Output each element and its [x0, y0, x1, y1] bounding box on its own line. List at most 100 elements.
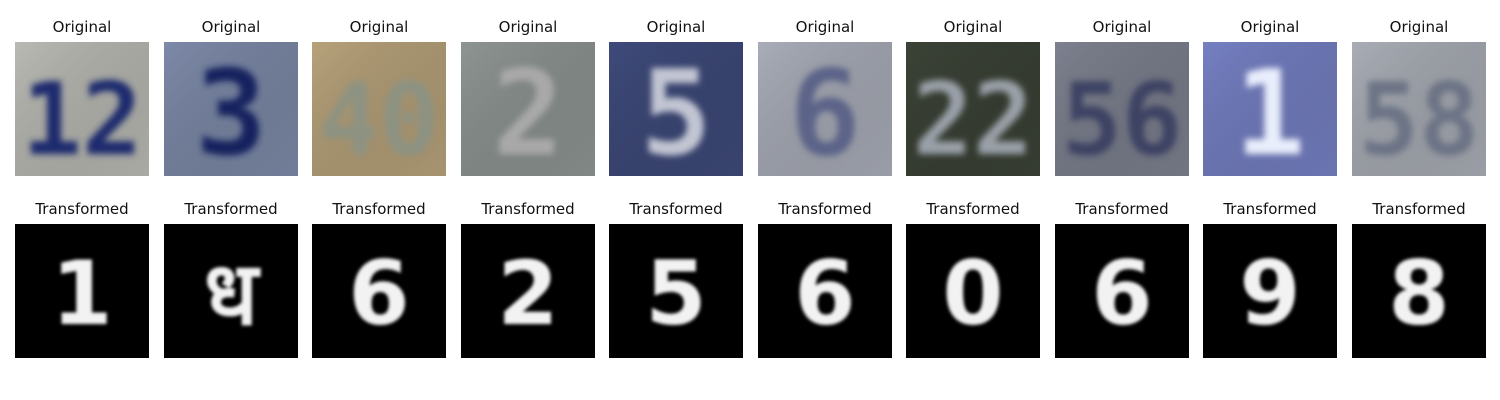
transformed-image-svg: ध — [164, 224, 298, 358]
transformed-title: Transformed — [1223, 200, 1317, 218]
mnist-background — [1055, 224, 1189, 358]
original-title: Original — [1240, 18, 1300, 36]
transformed-image-svg: 8 — [1352, 224, 1486, 358]
original-image: 5 — [609, 42, 743, 176]
transformed-image-svg: 0 — [906, 224, 1040, 358]
photo-shade — [1055, 42, 1189, 176]
house-number-digits: 6 — [789, 44, 860, 176]
original-image: 2 — [461, 42, 595, 176]
transformed-title: Transformed — [1372, 200, 1466, 218]
photo-shade — [1203, 42, 1337, 176]
original-image: 12 — [15, 42, 149, 176]
original-image-svg: 58 — [1352, 42, 1486, 176]
handwritten-digit: 9 — [1239, 242, 1300, 345]
mnist-background — [312, 224, 446, 358]
original-title: Original — [1389, 18, 1449, 36]
original-image-svg: 40 — [312, 42, 446, 176]
transformed-image: 2 — [461, 224, 595, 358]
transformed-title: Transformed — [926, 200, 1020, 218]
transformed-title: Transformed — [184, 200, 278, 218]
house-number-digits: 3 — [195, 44, 266, 176]
original-title: Original — [52, 18, 112, 36]
original-image-svg: 5 — [609, 42, 743, 176]
original-title: Original — [201, 18, 261, 36]
original-image: 1 — [1203, 42, 1337, 176]
original-title: Original — [1092, 18, 1152, 36]
mnist-background — [15, 224, 149, 358]
transformed-title: Transformed — [35, 200, 129, 218]
photo-shade — [758, 42, 892, 176]
photo-shade — [609, 42, 743, 176]
original-image: 56 — [1055, 42, 1189, 176]
handwritten-digit: 0 — [942, 242, 1003, 345]
handwritten-digit: 1 — [51, 242, 112, 345]
original-image: 40 — [312, 42, 446, 176]
house-number-digits: 1 — [1234, 44, 1305, 176]
house-number-digits: 58 — [1359, 61, 1479, 176]
transformed-image-svg: 6 — [758, 224, 892, 358]
transformed-image-svg: 2 — [461, 224, 595, 358]
transformed-image-svg: 1 — [15, 224, 149, 358]
transformed-title: Transformed — [629, 200, 723, 218]
handwritten-digit: 6 — [794, 242, 855, 345]
original-image-svg: 2 — [461, 42, 595, 176]
handwritten-digit: 6 — [1091, 242, 1152, 345]
house-number-digits: 40 — [319, 61, 439, 176]
original-image: 6 — [758, 42, 892, 176]
transformed-title: Transformed — [1075, 200, 1169, 218]
original-title: Original — [943, 18, 1003, 36]
mnist-background — [906, 224, 1040, 358]
house-number-digits: 56 — [1062, 61, 1182, 176]
mnist-background — [164, 224, 298, 358]
original-image: 22 — [906, 42, 1040, 176]
transformed-image: 5 — [609, 224, 743, 358]
photo-shade — [906, 42, 1040, 176]
original-image: 3 — [164, 42, 298, 176]
mnist-background — [758, 224, 892, 358]
transformed-image: 9 — [1203, 224, 1337, 358]
handwritten-digit: 2 — [497, 242, 558, 345]
photo-shade — [15, 42, 149, 176]
transformed-image-svg: 5 — [609, 224, 743, 358]
transformed-title: Transformed — [481, 200, 575, 218]
handwritten-digit: ध — [204, 242, 261, 345]
transformed-image: 0 — [906, 224, 1040, 358]
transformed-image-svg: 6 — [1055, 224, 1189, 358]
transformed-image: 1 — [15, 224, 149, 358]
transformed-title: Transformed — [332, 200, 426, 218]
transformed-image: 6 — [1055, 224, 1189, 358]
photo-shade — [164, 42, 298, 176]
original-image: 58 — [1352, 42, 1486, 176]
house-number-digits: 2 — [492, 44, 563, 176]
original-title: Original — [646, 18, 706, 36]
house-number-digits: 12 — [22, 61, 142, 176]
mnist-background — [461, 224, 595, 358]
original-title: Original — [349, 18, 409, 36]
mnist-background — [1203, 224, 1337, 358]
original-image-svg: 56 — [1055, 42, 1189, 176]
mnist-background — [609, 224, 743, 358]
transformed-image: 6 — [312, 224, 446, 358]
handwritten-digit: 8 — [1388, 242, 1449, 345]
original-image-svg: 12 — [15, 42, 149, 176]
original-title: Original — [795, 18, 855, 36]
house-number-digits: 5 — [640, 44, 711, 176]
photo-shade — [1352, 42, 1486, 176]
original-image-svg: 22 — [906, 42, 1040, 176]
transformed-image: 6 — [758, 224, 892, 358]
mnist-background — [1352, 224, 1486, 358]
photo-shade — [461, 42, 595, 176]
original-title: Original — [498, 18, 558, 36]
transformed-image: ध — [164, 224, 298, 358]
original-image-svg: 6 — [758, 42, 892, 176]
photo-shade — [312, 42, 446, 176]
transformed-image-svg: 9 — [1203, 224, 1337, 358]
original-image-svg: 3 — [164, 42, 298, 176]
transformed-image: 8 — [1352, 224, 1486, 358]
handwritten-digit: 6 — [348, 242, 409, 345]
transformed-title: Transformed — [778, 200, 872, 218]
transformed-image-svg: 6 — [312, 224, 446, 358]
original-image-svg: 1 — [1203, 42, 1337, 176]
handwritten-digit: 5 — [645, 242, 706, 345]
